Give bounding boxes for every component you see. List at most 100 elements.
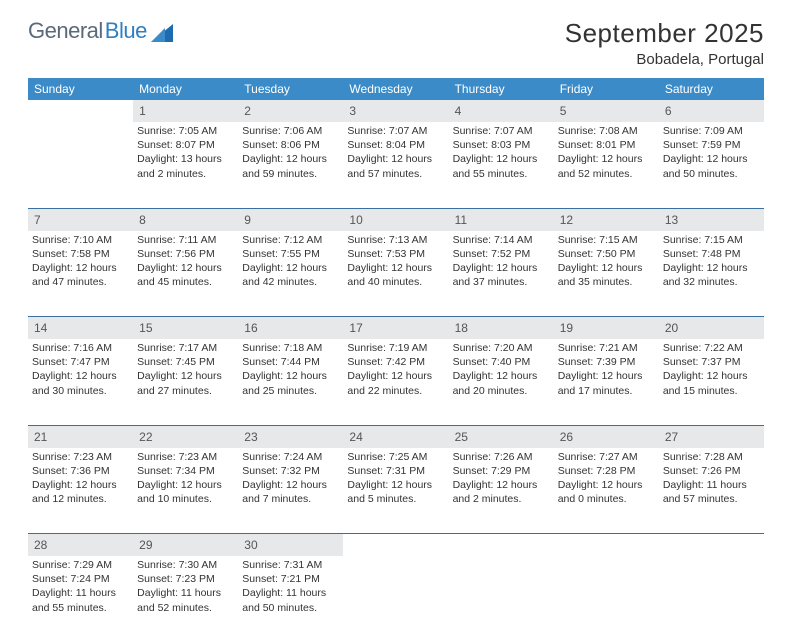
daylight-text: Daylight: 12 hours and 32 minutes.: [663, 261, 760, 289]
calendar-body: 123456Sunrise: 7:05 AMSunset: 8:07 PMDay…: [28, 100, 764, 642]
day-cell: [28, 122, 133, 208]
day-cell: Sunrise: 7:21 AMSunset: 7:39 PMDaylight:…: [554, 339, 659, 425]
sunrise-text: Sunrise: 7:15 AM: [558, 233, 655, 247]
day-cell: [659, 556, 764, 642]
daylight-text: Daylight: 12 hours and 59 minutes.: [242, 152, 339, 180]
day-number: 19: [560, 321, 573, 335]
sunset-text: Sunset: 7:21 PM: [242, 572, 339, 586]
day-number: 20: [665, 321, 678, 335]
daylight-text: Daylight: 12 hours and 35 minutes.: [558, 261, 655, 289]
day-cell: Sunrise: 7:22 AMSunset: 7:37 PMDaylight:…: [659, 339, 764, 425]
sunset-text: Sunset: 7:31 PM: [347, 464, 444, 478]
day-number: 24: [349, 430, 362, 444]
daynum-cell: 9: [238, 208, 343, 231]
sunset-text: Sunset: 8:01 PM: [558, 138, 655, 152]
daynum-cell: 21: [28, 425, 133, 448]
sunrise-text: Sunrise: 7:20 AM: [453, 341, 550, 355]
day-cell: Sunrise: 7:15 AMSunset: 7:50 PMDaylight:…: [554, 231, 659, 317]
daylight-text: Daylight: 12 hours and 15 minutes.: [663, 369, 760, 397]
day-number: 23: [244, 430, 257, 444]
day-cell: Sunrise: 7:25 AMSunset: 7:31 PMDaylight:…: [343, 448, 448, 534]
day-number: 10: [349, 213, 362, 227]
detail-row: Sunrise: 7:05 AMSunset: 8:07 PMDaylight:…: [28, 122, 764, 208]
day-cell: Sunrise: 7:06 AMSunset: 8:06 PMDaylight:…: [238, 122, 343, 208]
weekday-header: Wednesday: [343, 78, 448, 100]
sunset-text: Sunset: 7:39 PM: [558, 355, 655, 369]
title-block: September 2025 Bobadela, Portugal: [565, 18, 764, 68]
day-number: 29: [139, 538, 152, 552]
sunrise-text: Sunrise: 7:26 AM: [453, 450, 550, 464]
daynum-cell: [343, 534, 448, 557]
daylight-text: Daylight: 12 hours and 50 minutes.: [663, 152, 760, 180]
sunrise-text: Sunrise: 7:31 AM: [242, 558, 339, 572]
daynum-cell: 25: [449, 425, 554, 448]
daylight-text: Daylight: 12 hours and 22 minutes.: [347, 369, 444, 397]
daynum-cell: 7: [28, 208, 133, 231]
weekday-header: Monday: [133, 78, 238, 100]
day-cell: Sunrise: 7:30 AMSunset: 7:23 PMDaylight:…: [133, 556, 238, 642]
detail-row: Sunrise: 7:16 AMSunset: 7:47 PMDaylight:…: [28, 339, 764, 425]
daynum-row: 21222324252627: [28, 425, 764, 448]
daylight-text: Daylight: 11 hours and 55 minutes.: [32, 586, 129, 614]
day-cell: Sunrise: 7:13 AMSunset: 7:53 PMDaylight:…: [343, 231, 448, 317]
sunrise-text: Sunrise: 7:29 AM: [32, 558, 129, 572]
day-number: 8: [139, 213, 146, 227]
daynum-row: 123456: [28, 100, 764, 122]
daynum-cell: [554, 534, 659, 557]
day-cell: Sunrise: 7:09 AMSunset: 7:59 PMDaylight:…: [659, 122, 764, 208]
daynum-cell: 8: [133, 208, 238, 231]
sunrise-text: Sunrise: 7:21 AM: [558, 341, 655, 355]
daynum-cell: 29: [133, 534, 238, 557]
daylight-text: Daylight: 11 hours and 52 minutes.: [137, 586, 234, 614]
daynum-cell: 15: [133, 317, 238, 340]
day-cell: Sunrise: 7:15 AMSunset: 7:48 PMDaylight:…: [659, 231, 764, 317]
daynum-cell: 12: [554, 208, 659, 231]
sunrise-text: Sunrise: 7:24 AM: [242, 450, 339, 464]
day-number: 30: [244, 538, 257, 552]
daylight-text: Daylight: 12 hours and 27 minutes.: [137, 369, 234, 397]
daynum-cell: 24: [343, 425, 448, 448]
day-number: 12: [560, 213, 573, 227]
sunrise-text: Sunrise: 7:07 AM: [347, 124, 444, 138]
daynum-cell: 20: [659, 317, 764, 340]
day-cell: Sunrise: 7:23 AMSunset: 7:34 PMDaylight:…: [133, 448, 238, 534]
daylight-text: Daylight: 12 hours and 52 minutes.: [558, 152, 655, 180]
daylight-text: Daylight: 12 hours and 55 minutes.: [453, 152, 550, 180]
sunset-text: Sunset: 8:07 PM: [137, 138, 234, 152]
day-cell: Sunrise: 7:12 AMSunset: 7:55 PMDaylight:…: [238, 231, 343, 317]
day-cell: Sunrise: 7:23 AMSunset: 7:36 PMDaylight:…: [28, 448, 133, 534]
day-cell: Sunrise: 7:18 AMSunset: 7:44 PMDaylight:…: [238, 339, 343, 425]
day-number: 28: [34, 538, 47, 552]
weekday-header: Saturday: [659, 78, 764, 100]
day-cell: Sunrise: 7:28 AMSunset: 7:26 PMDaylight:…: [659, 448, 764, 534]
day-cell: Sunrise: 7:07 AMSunset: 8:03 PMDaylight:…: [449, 122, 554, 208]
day-number: 26: [560, 430, 573, 444]
sunset-text: Sunset: 7:56 PM: [137, 247, 234, 261]
sunset-text: Sunset: 7:29 PM: [453, 464, 550, 478]
day-number: 15: [139, 321, 152, 335]
sunrise-text: Sunrise: 7:19 AM: [347, 341, 444, 355]
daylight-text: Daylight: 12 hours and 20 minutes.: [453, 369, 550, 397]
sunrise-text: Sunrise: 7:10 AM: [32, 233, 129, 247]
day-cell: Sunrise: 7:10 AMSunset: 7:58 PMDaylight:…: [28, 231, 133, 317]
day-cell: Sunrise: 7:26 AMSunset: 7:29 PMDaylight:…: [449, 448, 554, 534]
sunrise-text: Sunrise: 7:25 AM: [347, 450, 444, 464]
sunset-text: Sunset: 7:55 PM: [242, 247, 339, 261]
sunrise-text: Sunrise: 7:06 AM: [242, 124, 339, 138]
daynum-cell: 30: [238, 534, 343, 557]
sunset-text: Sunset: 7:58 PM: [32, 247, 129, 261]
location: Bobadela, Portugal: [565, 51, 764, 68]
daylight-text: Daylight: 12 hours and 57 minutes.: [347, 152, 444, 180]
day-cell: [343, 556, 448, 642]
daynum-cell: 4: [449, 100, 554, 122]
sunrise-text: Sunrise: 7:13 AM: [347, 233, 444, 247]
sunset-text: Sunset: 7:44 PM: [242, 355, 339, 369]
day-number: 14: [34, 321, 47, 335]
logo-text-general: General: [28, 18, 103, 44]
daynum-row: 14151617181920: [28, 317, 764, 340]
daylight-text: Daylight: 11 hours and 57 minutes.: [663, 478, 760, 506]
daylight-text: Daylight: 12 hours and 30 minutes.: [32, 369, 129, 397]
daynum-cell: 3: [343, 100, 448, 122]
daylight-text: Daylight: 12 hours and 47 minutes.: [32, 261, 129, 289]
daynum-cell: 14: [28, 317, 133, 340]
